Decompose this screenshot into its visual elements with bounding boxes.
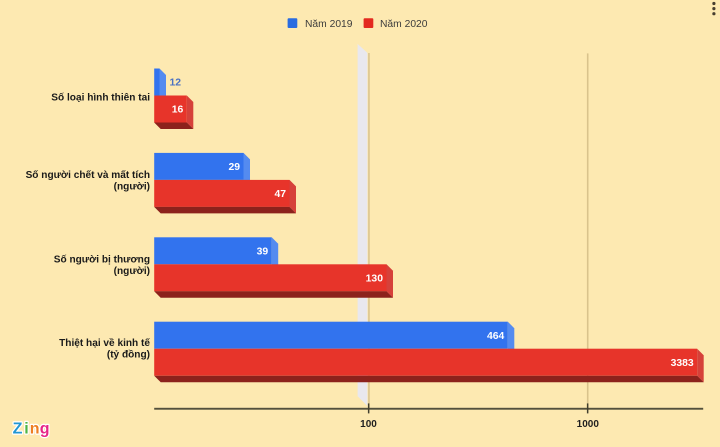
- svg-text:Năm 2020: Năm 2020: [380, 19, 428, 30]
- svg-text:(người): (người): [114, 182, 150, 193]
- svg-text:Số loại hình thiên tai: Số loại hình thiên tai: [51, 91, 150, 103]
- svg-text:(tỷ đồng): (tỷ đồng): [107, 349, 150, 361]
- svg-text:i: i: [24, 421, 28, 438]
- svg-text:Số người chết và mất tích: Số người chết và mất tích: [26, 169, 150, 181]
- svg-text:n: n: [30, 421, 40, 438]
- svg-text:1000: 1000: [577, 419, 600, 430]
- svg-text:47: 47: [274, 189, 286, 200]
- svg-text:464: 464: [487, 331, 505, 342]
- svg-text:12: 12: [170, 78, 182, 89]
- svg-text:g: g: [40, 421, 50, 438]
- svg-text:3383: 3383: [671, 358, 694, 369]
- svg-text:39: 39: [257, 246, 269, 257]
- svg-text:Năm 2019: Năm 2019: [305, 19, 353, 30]
- svg-text:130: 130: [366, 273, 384, 284]
- svg-text:16: 16: [172, 105, 184, 116]
- svg-text:100: 100: [360, 419, 377, 430]
- svg-text:Z: Z: [13, 421, 23, 438]
- svg-text:29: 29: [228, 162, 240, 173]
- svg-text:Thiệt hại về kinh tế: Thiệt hại về kinh tế: [59, 337, 150, 349]
- svg-text:(người): (người): [114, 266, 150, 277]
- svg-text:Số người bị thương: Số người bị thương: [54, 254, 150, 266]
